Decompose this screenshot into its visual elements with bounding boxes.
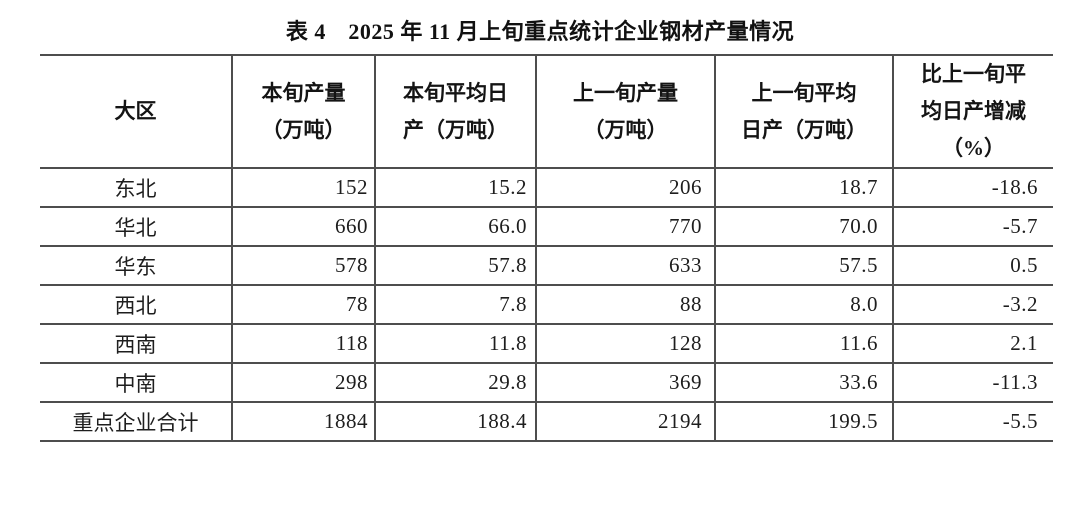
- total-label: 重点企业合计: [40, 401, 233, 442]
- table-row-dongbei: 东北 152 15.2 206 18.7 -18.6: [40, 167, 1053, 208]
- table-row-zhongnan: 中南 298 29.8 369 33.6 -11.3: [40, 362, 1053, 403]
- daily-avg-change-value: -5.7: [892, 206, 1053, 247]
- region-label: 东北: [40, 167, 233, 208]
- table-row-xinan: 西南 118 11.8 128 11.6 2.1: [40, 323, 1053, 364]
- region-label: 中南: [40, 362, 233, 403]
- col-header-previous-daily-avg: 上一旬平均 日产（万吨）: [714, 54, 894, 169]
- current-daily-avg-value: 11.8: [374, 323, 537, 364]
- current-daily-avg-value: 15.2: [374, 167, 537, 208]
- header-row: 大区 本旬产量 （万吨） 本旬平均日 产（万吨） 上一旬产量 （万吨） 上一旬平…: [40, 54, 1053, 169]
- current-daily-avg-value: 7.8: [374, 284, 537, 325]
- col-header-region: 大区: [40, 54, 233, 169]
- current-daily-avg-value: 57.8: [374, 245, 537, 286]
- col-header-previous-output: 上一旬产量 （万吨）: [535, 54, 716, 169]
- daily-avg-change-value: -3.2: [892, 284, 1053, 325]
- col-header-current-daily-avg: 本旬平均日 产（万吨）: [374, 54, 537, 169]
- region-label: 华北: [40, 206, 233, 247]
- previous-output-value: 128: [535, 323, 716, 364]
- current-output-value: 152: [231, 167, 376, 208]
- steel-output-table: 大区 本旬产量 （万吨） 本旬平均日 产（万吨） 上一旬产量 （万吨） 上一旬平…: [40, 54, 1053, 442]
- previous-daily-avg-value: 199.5: [714, 401, 894, 442]
- col-header-current-output: 本旬产量 （万吨）: [231, 54, 376, 169]
- region-label: 西北: [40, 284, 233, 325]
- current-output-value: 298: [231, 362, 376, 403]
- daily-avg-change-value: 0.5: [892, 245, 1053, 286]
- previous-daily-avg-value: 8.0: [714, 284, 894, 325]
- current-daily-avg-value: 188.4: [374, 401, 537, 442]
- daily-avg-change-value: -5.5: [892, 401, 1053, 442]
- current-output-value: 78: [231, 284, 376, 325]
- previous-daily-avg-value: 57.5: [714, 245, 894, 286]
- daily-avg-change-value: -18.6: [892, 167, 1053, 208]
- previous-output-value: 2194: [535, 401, 716, 442]
- table-row-huadong: 华东 578 57.8 633 57.5 0.5: [40, 245, 1053, 286]
- region-label: 西南: [40, 323, 233, 364]
- previous-output-value: 633: [535, 245, 716, 286]
- daily-avg-change-value: -11.3: [892, 362, 1053, 403]
- previous-output-value: 88: [535, 284, 716, 325]
- current-output-value: 660: [231, 206, 376, 247]
- table-title: 表 4 2025 年 11 月上旬重点统计企业钢材产量情况: [285, 19, 795, 44]
- previous-daily-avg-value: 33.6: [714, 362, 894, 403]
- previous-daily-avg-value: 11.6: [714, 323, 894, 364]
- previous-daily-avg-value: 18.7: [714, 167, 894, 208]
- previous-output-value: 770: [535, 206, 716, 247]
- previous-daily-avg-value: 70.0: [714, 206, 894, 247]
- table-row-xibei: 西北 78 7.8 88 8.0 -3.2: [40, 284, 1053, 325]
- previous-output-value: 369: [535, 362, 716, 403]
- region-label: 华东: [40, 245, 233, 286]
- current-output-value: 118: [231, 323, 376, 364]
- current-output-value: 578: [231, 245, 376, 286]
- table-row-total: 重点企业合计 1884 188.4 2194 199.5 -5.5: [40, 401, 1053, 442]
- table-row-huabei: 华北 660 66.0 770 70.0 -5.7: [40, 206, 1053, 247]
- daily-avg-change-value: 2.1: [892, 323, 1053, 364]
- current-daily-avg-value: 29.8: [374, 362, 537, 403]
- current-output-value: 1884: [231, 401, 376, 442]
- previous-output-value: 206: [535, 167, 716, 208]
- col-header-daily-avg-change: 比上一旬平 均日产增减 （%）: [892, 54, 1053, 169]
- current-daily-avg-value: 66.0: [374, 206, 537, 247]
